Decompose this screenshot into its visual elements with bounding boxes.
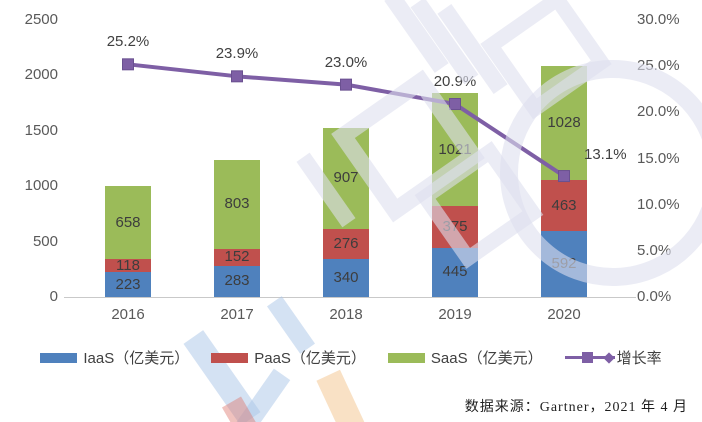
growth-rate-label: 13.1% bbox=[584, 146, 627, 164]
saas-swatch-icon bbox=[387, 352, 425, 363]
bar-value-label: 592 bbox=[551, 255, 577, 273]
growth-rate-label: 23.0% bbox=[324, 53, 368, 71]
legend-label-saas: SaaS（亿美元） bbox=[430, 350, 543, 367]
legend-label-growth-rate: 增长率 bbox=[616, 350, 662, 367]
left-axis-tick: 2000 bbox=[24, 66, 58, 84]
left-axis-tick: 2500 bbox=[24, 11, 58, 28]
bar-segment bbox=[432, 206, 478, 248]
iaas-swatch-icon bbox=[40, 352, 78, 363]
x-axis-label: 2018 bbox=[329, 306, 363, 323]
legend-item-iaas: IaaS（亿美元） bbox=[40, 347, 189, 368]
bar-segment bbox=[323, 259, 369, 297]
bar-segment bbox=[541, 180, 587, 232]
watermark-slash-icon bbox=[410, 0, 479, 85]
right-axis-tick: 5.0% bbox=[637, 241, 672, 259]
right-axis-tick: 10.0% bbox=[637, 195, 680, 213]
legend-label-paas: PaaS（亿美元） bbox=[254, 350, 366, 367]
x-axis-label: 2016 bbox=[111, 306, 145, 323]
bar-value-label: 803 bbox=[224, 195, 250, 213]
line-marker bbox=[231, 70, 243, 83]
line-marker bbox=[122, 58, 134, 71]
right-axis-tick: 25.0% bbox=[637, 57, 680, 75]
bar-segment bbox=[105, 259, 151, 273]
bar-value-label: 223 bbox=[115, 275, 141, 293]
right-axis-tick: 0.0% bbox=[637, 288, 672, 305]
bar-segment bbox=[105, 272, 151, 297]
x-axis-label: 2019 bbox=[438, 306, 472, 323]
watermark-slash-icon bbox=[384, 0, 449, 73]
right-axis-tick: 15.0% bbox=[637, 149, 680, 167]
right-axis-tick: 30.0% bbox=[637, 11, 680, 28]
x-axis-label: 2020 bbox=[547, 306, 581, 323]
bar-value-label: 118 bbox=[116, 256, 140, 274]
legend-item-growth-rate: 增长率 bbox=[564, 347, 662, 368]
watermark-peach-bar-icon bbox=[316, 369, 370, 422]
growth-rate-label: 23.9% bbox=[215, 45, 259, 63]
bar-value-label: 1021 bbox=[438, 140, 472, 158]
watermark-red-bar-icon bbox=[221, 396, 257, 422]
legend-label-iaas: IaaS（亿美元） bbox=[83, 350, 190, 367]
x-axis-line bbox=[64, 297, 636, 298]
bar-value-label: 375 bbox=[442, 217, 468, 235]
watermark-blue-bar-icon bbox=[183, 330, 261, 422]
x-axis-label: 2017 bbox=[220, 306, 254, 323]
bar-value-label: 445 bbox=[442, 263, 468, 281]
bar-segment bbox=[214, 248, 260, 266]
growth-rate-line-icon bbox=[564, 351, 615, 364]
legend-item-paas: PaaS（亿美元） bbox=[211, 347, 366, 368]
left-axis-tick: 500 bbox=[32, 232, 58, 250]
right-axis-tick: 20.0% bbox=[637, 103, 680, 121]
bar-value-label: 152 bbox=[224, 248, 250, 266]
legend-item-saas: SaaS（亿美元） bbox=[387, 347, 543, 368]
bar-value-label: 463 bbox=[551, 196, 577, 214]
bar-segment bbox=[214, 265, 260, 297]
line-marker bbox=[340, 78, 352, 91]
growth-rate-label: 25.2% bbox=[106, 33, 150, 51]
left-axis-tick: 0 bbox=[49, 288, 58, 305]
data-source-note: 数据来源：Gartner，2021 年 4 月 bbox=[464, 400, 688, 415]
watermark-blue-bar-icon bbox=[233, 368, 291, 422]
bar-value-label: 276 bbox=[333, 235, 359, 253]
bar-value-label: 283 bbox=[224, 272, 250, 290]
bar-segment bbox=[105, 186, 151, 260]
paas-swatch-icon bbox=[211, 352, 249, 363]
bar-value-label: 907 bbox=[333, 169, 359, 187]
bar-segment bbox=[541, 231, 587, 297]
growth-rate-label: 20.9% bbox=[433, 73, 477, 91]
legend: IaaS（亿美元） PaaS（亿美元） SaaS（亿美元） 增长率 bbox=[0, 347, 702, 368]
bar-value-label: 340 bbox=[333, 269, 359, 287]
bar-segment bbox=[432, 247, 478, 297]
bar-segment bbox=[323, 228, 369, 260]
watermark-blue-bar-icon bbox=[266, 296, 316, 354]
bar-value-label: 658 bbox=[115, 213, 141, 231]
left-axis-tick: 1000 bbox=[24, 177, 58, 195]
bar-value-label: 1028 bbox=[547, 114, 581, 132]
left-axis-tick: 1500 bbox=[24, 121, 58, 139]
